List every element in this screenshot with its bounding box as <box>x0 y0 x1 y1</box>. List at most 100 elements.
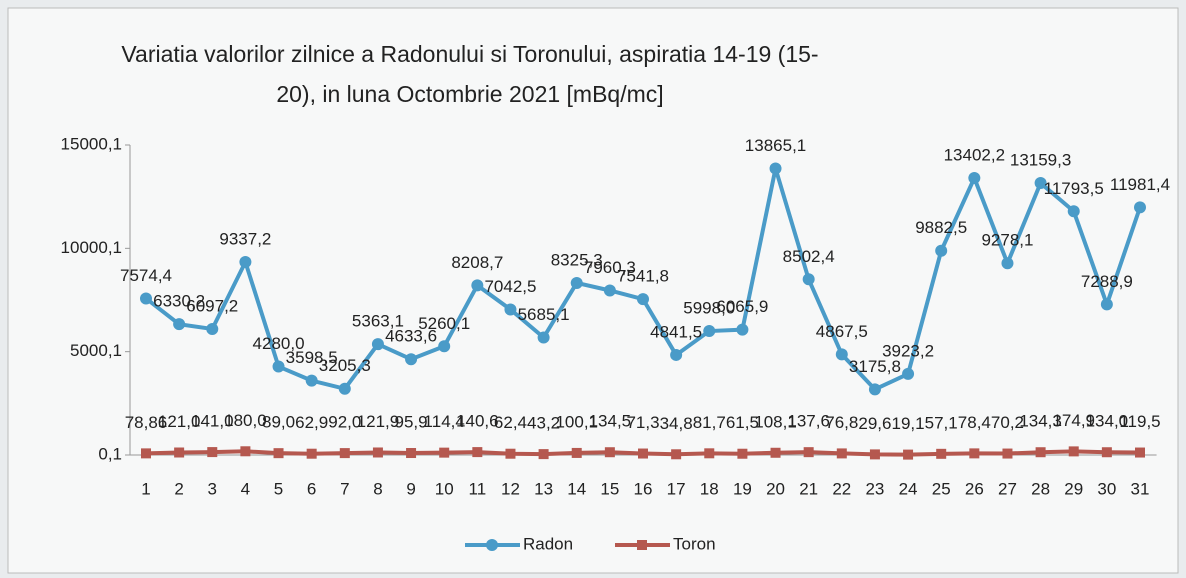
marker <box>173 318 186 331</box>
data-label: 100,1 <box>555 412 598 431</box>
marker <box>570 276 583 289</box>
x-tick-label: 16 <box>634 479 653 498</box>
marker <box>935 244 948 257</box>
x-tick-label: 11 <box>469 479 487 498</box>
data-label: 3175,8 <box>849 357 901 376</box>
marker <box>603 284 616 297</box>
data-label: 13865,1 <box>745 136 806 155</box>
y-tick-label: 15000,1 <box>61 134 122 153</box>
legend-label: Radon <box>523 534 573 553</box>
x-tick-label: 28 <box>1031 479 1050 498</box>
marker <box>704 448 715 459</box>
marker <box>240 446 251 457</box>
data-label: 8325,3 <box>551 250 603 269</box>
x-tick-label: 4 <box>241 479 250 498</box>
data-label: 57,1 <box>925 413 958 432</box>
marker <box>371 338 384 351</box>
data-label: 61,5 <box>726 413 759 432</box>
marker <box>406 448 417 459</box>
data-label: 71,3 <box>626 413 659 432</box>
marker <box>604 447 615 458</box>
y-tick-label: 10000,1 <box>61 238 122 257</box>
data-label: 8208,7 <box>451 253 503 272</box>
data-label: 92,0 <box>328 413 361 432</box>
marker <box>770 447 781 458</box>
marker <box>1135 447 1145 458</box>
x-tick-label: 6 <box>307 479 316 498</box>
marker <box>571 447 582 458</box>
marker <box>372 447 383 458</box>
data-label: 119,5 <box>1119 412 1160 431</box>
data-label: 76,8 <box>825 413 858 432</box>
marker <box>472 447 483 458</box>
data-label: 9882,5 <box>915 218 967 237</box>
x-tick-label: 14 <box>567 479 586 498</box>
data-label: 121,0 <box>158 412 201 431</box>
data-label: 180,0 <box>224 411 267 430</box>
marker <box>207 447 218 458</box>
data-label: 7541,8 <box>617 267 669 286</box>
marker <box>339 448 350 459</box>
x-tick-label: 8 <box>373 479 382 498</box>
data-label: 9337,2 <box>219 230 271 249</box>
x-tick-label: 17 <box>667 479 686 498</box>
x-tick-label: 26 <box>965 479 984 498</box>
marker <box>305 374 318 387</box>
x-tick-label: 10 <box>435 479 454 498</box>
x-tick-label: 22 <box>832 479 851 498</box>
marker <box>671 449 682 460</box>
marker <box>206 322 219 335</box>
data-label: 114,4 <box>424 412 465 431</box>
marker <box>272 360 285 373</box>
data-label: 4841,5 <box>650 322 702 341</box>
data-label: 134,0 <box>1086 412 1129 431</box>
data-label: 141,0 <box>191 412 234 431</box>
x-tick-label: 20 <box>766 479 785 498</box>
data-label: 3598,5 <box>286 348 338 367</box>
data-label: 62,4 <box>494 413 527 432</box>
data-label: 9278,1 <box>981 231 1033 250</box>
x-tick-label: 13 <box>534 479 553 498</box>
x-tick-label: 1 <box>141 479 150 498</box>
x-tick-label: 18 <box>700 479 719 498</box>
marker <box>438 340 451 353</box>
data-label: 13159,3 <box>1010 151 1071 170</box>
marker <box>471 279 484 292</box>
data-label: 6330,2 <box>153 292 205 311</box>
data-label: 5998,0 <box>683 299 735 318</box>
marker <box>1034 177 1047 190</box>
marker <box>306 448 317 459</box>
legend-marker <box>486 539 498 551</box>
data-label: 8502,4 <box>783 247 835 266</box>
data-label: 7574,4 <box>120 266 172 285</box>
x-tick-label: 30 <box>1097 479 1116 498</box>
marker <box>836 448 847 459</box>
data-label: 13402,2 <box>944 146 1005 165</box>
data-label: 4867,5 <box>816 322 868 341</box>
data-label: 43,2 <box>527 414 560 433</box>
data-label: 5260,1 <box>418 314 470 333</box>
x-tick-label: 2 <box>174 479 183 498</box>
marker <box>737 448 748 459</box>
data-label: 140,6 <box>456 412 499 431</box>
data-label: 3923,2 <box>882 341 934 360</box>
data-label: 4280,0 <box>253 334 305 353</box>
marker <box>405 353 418 366</box>
marker <box>1067 205 1080 218</box>
marker <box>936 448 947 459</box>
marker <box>638 448 648 459</box>
data-label: 134,5 <box>589 412 632 431</box>
marker <box>141 448 151 459</box>
marker <box>869 449 880 460</box>
x-tick-label: 5 <box>274 479 283 498</box>
marker <box>174 447 185 458</box>
marker <box>338 382 351 395</box>
data-label: 137,6 <box>787 412 830 431</box>
data-label: 81,7 <box>693 413 726 432</box>
data-label: 19,1 <box>892 414 925 433</box>
data-label: 108,1 <box>754 412 797 431</box>
legend-label: Toron <box>673 534 716 553</box>
marker <box>703 325 716 338</box>
x-tick-label: 29 <box>1064 479 1083 498</box>
